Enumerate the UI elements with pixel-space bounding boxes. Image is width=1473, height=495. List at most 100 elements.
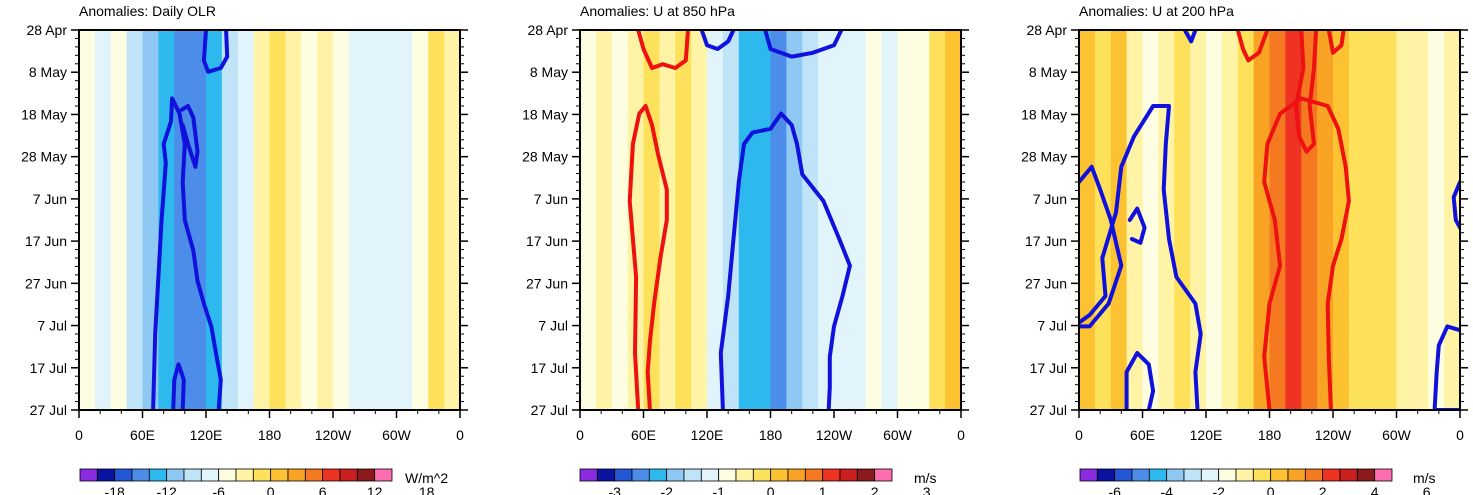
x-tick-label: 0	[957, 427, 965, 443]
heatmap-stripe	[1174, 30, 1191, 410]
colorbar-swatch	[148, 468, 168, 482]
heatmap-stripe	[929, 30, 946, 410]
heatmap-stripe	[865, 30, 883, 410]
heatmap-stripe	[627, 30, 644, 410]
colorbar-label: -6	[212, 484, 225, 495]
x-tick-label: 60E	[631, 427, 656, 443]
heatmap-stripe	[1348, 30, 1366, 410]
y-tick-label: 17 Jul	[531, 360, 568, 376]
x-tick-label: 60E	[130, 427, 155, 443]
heatmap-stripe	[786, 30, 803, 410]
colorbar-swatch	[1166, 468, 1185, 482]
heatmap-stripe	[1237, 30, 1255, 410]
y-tick-label: 7 Jul	[37, 318, 67, 334]
colorbar-swatch	[631, 468, 650, 482]
y-tick-label: 28 May	[1021, 149, 1067, 165]
heatmap-stripe	[834, 30, 851, 410]
heatmap-stripe	[580, 30, 597, 410]
y-tick-label: 8 May	[530, 64, 568, 80]
heatmap-stripe	[428, 30, 445, 410]
colorbar-swatch	[718, 468, 737, 482]
contour-negative	[1451, 180, 1460, 230]
heatmap-stripe	[1317, 30, 1334, 410]
colorbar-label: 18	[419, 484, 435, 495]
heatmap-stripe	[364, 30, 382, 410]
contour-positive	[636, 30, 690, 70]
panel-title: Anomalies: U at 200 hPa	[1079, 3, 1234, 19]
heatmap-stripe	[1380, 30, 1397, 410]
x-tick-label: 0	[576, 427, 584, 443]
heatmap-stripe	[1079, 30, 1096, 410]
colorbar-swatch	[131, 468, 150, 482]
heatmap-stripe	[221, 30, 239, 410]
heatmap-stripe	[1364, 30, 1382, 410]
heatmap-stripe	[913, 30, 930, 410]
colorbar-swatch	[735, 468, 754, 482]
colorbar-label: 6	[1423, 484, 1431, 495]
colorbar-swatch	[183, 468, 202, 482]
heatmap-stripe	[348, 30, 366, 410]
contour-negative	[1182, 30, 1198, 44]
colorbar-swatch	[166, 468, 185, 482]
colorbar-swatch	[787, 468, 806, 482]
heatmap-stripe	[1253, 30, 1270, 410]
colorbar-swatch	[252, 468, 272, 482]
y-tick-label: 18 May	[522, 106, 568, 122]
colorbar-swatch	[770, 468, 789, 482]
heatmap-stripe	[897, 30, 914, 410]
y-tick-label: 7 Jun	[1033, 191, 1067, 207]
colorbar-swatch	[96, 468, 116, 482]
heatmap-stripe	[1190, 30, 1207, 410]
colorbar-swatch	[596, 468, 616, 482]
colorbar-swatch	[666, 468, 685, 482]
heatmap-stripe	[1396, 30, 1413, 410]
contour-positive	[1262, 96, 1351, 410]
colorbar-swatch	[856, 468, 876, 482]
colorbar-swatch	[1114, 468, 1133, 482]
colorbar-swatch	[339, 468, 358, 482]
panel-title: Anomalies: Daily OLR	[79, 3, 216, 19]
colorbar-label: 12	[367, 484, 383, 495]
contour-negative	[1079, 164, 1124, 329]
heatmap-stripe	[1444, 30, 1460, 410]
y-tick-label: 7 Jul	[1037, 318, 1067, 334]
colorbar-swatch	[1131, 468, 1150, 482]
colorbar-label: 3	[923, 484, 931, 495]
panel-u850: Anomalies: U at 850 hPa 28 Apr 8 May 18 May…	[522, 3, 969, 495]
colorbar-swatch	[1287, 468, 1306, 482]
colorbar-swatch	[1183, 468, 1202, 482]
colorbar-swatch	[356, 468, 376, 482]
y-tick-label: 8 May	[1029, 64, 1067, 80]
colorbar-unit: m/s	[914, 470, 937, 486]
colorbar-swatch	[270, 468, 289, 482]
x-tick-label: 60W	[883, 427, 913, 443]
heatmap-stripe	[595, 30, 613, 410]
heatmap-stripe	[707, 30, 724, 410]
y-tick-label: 7 Jun	[33, 191, 67, 207]
contour-negative	[1432, 324, 1460, 410]
colorbar-swatch	[839, 468, 858, 482]
x-tick-label: 60W	[382, 427, 412, 443]
panel-u200: Anomalies: U at 200 hPa 28 Apr 8 May 18 May…	[1021, 3, 1468, 495]
colorbar-label: -6	[1108, 484, 1121, 495]
colorbar-swatch	[1322, 468, 1341, 482]
y-tick-label: 27 Jun	[1025, 275, 1067, 291]
colorbar-label: -12	[157, 484, 177, 495]
heatmap-stripe	[738, 30, 756, 410]
x-tick-label: 120E	[190, 427, 223, 443]
y-tick-label: 27 Jun	[526, 275, 568, 291]
colorbar-swatch	[752, 468, 772, 482]
heatmap-stripe	[206, 30, 223, 410]
x-tick-label: 0	[75, 427, 83, 443]
colorbar-swatch	[1235, 468, 1254, 482]
heatmap-stripe	[269, 30, 286, 410]
heatmap-stripe	[1206, 30, 1223, 410]
x-tick-label: 0	[1075, 427, 1083, 443]
heatmap-stripe	[849, 30, 867, 410]
colorbar-label: 0	[767, 484, 775, 495]
x-tick-label: 120W	[816, 427, 853, 443]
plot-area	[1079, 30, 1460, 410]
x-tick-label: 60W	[1382, 427, 1412, 443]
panel-title: Anomalies: U at 850 hPa	[580, 3, 735, 19]
heatmap-stripe	[94, 30, 112, 410]
